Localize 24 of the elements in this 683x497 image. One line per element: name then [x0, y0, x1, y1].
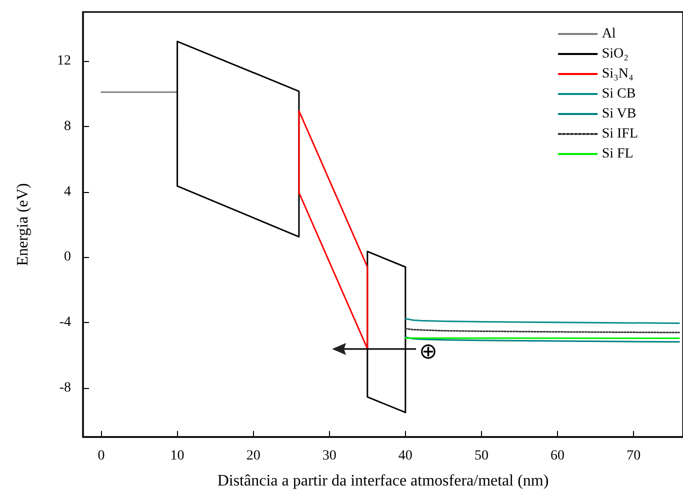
legend-label: SiO₂	[602, 46, 629, 62]
x-tick-label: 60	[550, 448, 565, 464]
legend-label: Si FL	[602, 146, 634, 162]
x-tick-label: 30	[322, 448, 336, 464]
legend-label: Si CB	[602, 86, 636, 102]
y-tick-label: -4	[59, 315, 71, 330]
x-tick-label: 0	[98, 448, 105, 464]
x-tick-label: 70	[626, 448, 641, 464]
annotation: ⊕	[419, 338, 437, 364]
legend-label: Si₃N₄	[602, 66, 634, 82]
legend-label: Al	[602, 26, 616, 42]
x-axis-title: Distância a partir da interface atmosfera/metal (nm)	[217, 472, 549, 490]
x-tick-label: 40	[398, 448, 412, 464]
legend-label: Si VB	[602, 106, 636, 122]
x-tick-label: 50	[474, 448, 488, 464]
y-axis-title: Energia (eV)	[14, 183, 32, 266]
y-tick-label: -8	[59, 380, 71, 396]
y-tick-label: 4	[64, 184, 71, 200]
y-tick-label: 0	[64, 250, 71, 265]
x-tick-label: 20	[246, 448, 260, 464]
legend-label: Si IFL	[602, 126, 638, 142]
y-tick-label: 8	[64, 118, 71, 134]
y-tick-label: 12	[57, 54, 71, 69]
x-tick-label: 10	[170, 448, 184, 464]
